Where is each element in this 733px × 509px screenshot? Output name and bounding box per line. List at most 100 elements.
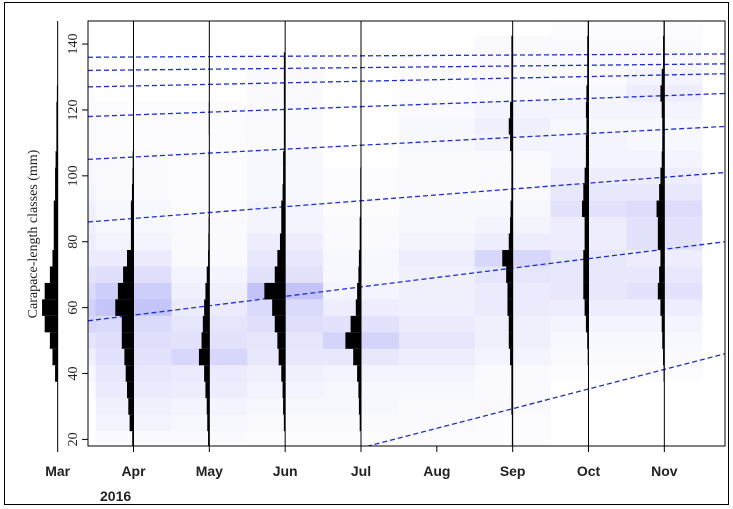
histogram-bar bbox=[357, 282, 361, 300]
histogram-bar bbox=[282, 381, 286, 399]
histogram-bar bbox=[511, 35, 513, 53]
growth-curve bbox=[88, 241, 725, 322]
growth-curve bbox=[88, 171, 725, 223]
x-tick-label: Oct bbox=[577, 463, 601, 479]
heatmap-cell bbox=[88, 348, 96, 366]
heatmap-cell bbox=[398, 217, 475, 234]
histogram-bar bbox=[657, 217, 665, 234]
histogram-bar bbox=[660, 249, 665, 267]
growth-curve bbox=[88, 63, 725, 72]
frequency-histograms bbox=[42, 21, 665, 446]
histogram-bar bbox=[511, 151, 513, 168]
histogram-bar bbox=[274, 266, 286, 283]
histogram-bar bbox=[657, 233, 665, 250]
histogram-bar bbox=[208, 217, 210, 234]
histogram-bar bbox=[583, 266, 589, 283]
heatmap-cell bbox=[88, 365, 96, 382]
heatmap-cell bbox=[398, 151, 475, 168]
histogram-bar bbox=[124, 348, 134, 366]
histogram-bar bbox=[130, 200, 134, 218]
histogram-bar bbox=[661, 315, 665, 333]
histogram-bar bbox=[52, 348, 58, 366]
histogram-bar bbox=[277, 332, 286, 349]
histogram-bar bbox=[506, 266, 513, 283]
histogram-bar bbox=[587, 35, 589, 53]
histogram-bar bbox=[663, 365, 665, 382]
histogram-bar bbox=[510, 348, 513, 366]
histogram-bar bbox=[129, 414, 134, 432]
heatmap-cell bbox=[88, 200, 96, 218]
histogram-bar bbox=[511, 431, 513, 446]
x-tick-label: Apr bbox=[121, 463, 146, 479]
x-tick-label: Nov bbox=[651, 463, 678, 479]
histogram-bar bbox=[121, 315, 134, 333]
histogram-bar bbox=[208, 200, 210, 218]
histogram-bar bbox=[283, 101, 286, 119]
histogram-bar bbox=[660, 85, 665, 102]
histogram-bar bbox=[587, 52, 589, 69]
histogram-bar bbox=[584, 299, 589, 316]
histogram-bar bbox=[584, 217, 589, 234]
heatmap-cell bbox=[399, 69, 475, 85]
histogram-bar bbox=[663, 35, 665, 53]
heatmap-cells bbox=[88, 35, 703, 447]
histogram-bar bbox=[53, 233, 58, 250]
histogram-bar bbox=[510, 217, 513, 234]
histogram-bar bbox=[283, 118, 286, 135]
histogram-bar bbox=[202, 315, 210, 333]
y-tick-label: 120 bbox=[66, 99, 81, 120]
histogram-bar bbox=[281, 365, 286, 382]
histogram-bar bbox=[583, 184, 589, 201]
heatmap-cell bbox=[88, 299, 96, 316]
histogram-bar bbox=[511, 85, 513, 102]
histogram-bar bbox=[345, 332, 361, 349]
histogram-bar bbox=[55, 365, 58, 382]
histogram-bar bbox=[208, 151, 210, 168]
histogram-bar bbox=[56, 134, 58, 152]
histogram-bar bbox=[53, 200, 58, 218]
histogram-bar bbox=[663, 52, 665, 69]
histogram-bar bbox=[208, 101, 210, 119]
heatmap-cell bbox=[88, 233, 96, 250]
heatmap-cell bbox=[398, 398, 475, 415]
y-tick-label: 20 bbox=[66, 432, 81, 446]
histogram-bar bbox=[585, 151, 589, 168]
histogram-bar bbox=[360, 200, 361, 218]
x-tick-label: Sep bbox=[500, 463, 526, 479]
growth-curve bbox=[88, 73, 725, 88]
histogram-bar bbox=[508, 118, 513, 135]
histogram-bar bbox=[115, 299, 134, 316]
histogram-bar bbox=[585, 101, 589, 119]
x-tick-label: Aug bbox=[423, 463, 450, 479]
histogram-bar bbox=[282, 184, 286, 201]
heatmap-cell bbox=[399, 85, 475, 101]
histogram-bar bbox=[283, 167, 286, 185]
heatmap-cell bbox=[399, 431, 475, 447]
y-tick-label: 60 bbox=[66, 301, 81, 315]
histogram-bar bbox=[281, 200, 286, 218]
histogram-bar bbox=[508, 233, 513, 250]
histogram-bar bbox=[660, 299, 665, 316]
histogram-bar bbox=[201, 332, 210, 349]
x-tick-label: Jul bbox=[351, 463, 371, 479]
histogram-bar bbox=[278, 348, 286, 366]
histogram-bar bbox=[585, 134, 589, 152]
histogram-bar bbox=[49, 266, 58, 283]
histogram-bar bbox=[272, 299, 286, 316]
heatmap-cell bbox=[398, 315, 475, 333]
histogram-bar bbox=[661, 68, 665, 86]
histogram-bar bbox=[586, 85, 589, 102]
heatmap-cell bbox=[398, 299, 475, 316]
y-axis-label: Carapace-length classes (mm) bbox=[26, 149, 41, 318]
histogram-bar bbox=[585, 315, 589, 333]
histogram-bar bbox=[208, 233, 210, 250]
histogram-bar bbox=[277, 249, 286, 267]
histogram-bar bbox=[132, 151, 134, 168]
heatmap-cell bbox=[88, 315, 96, 333]
histogram-bar bbox=[274, 315, 286, 333]
histogram-bar bbox=[584, 167, 589, 185]
histogram-bar bbox=[507, 282, 513, 300]
growth-curve bbox=[88, 53, 725, 58]
histogram-bar bbox=[587, 21, 589, 36]
histogram-bar bbox=[283, 85, 286, 102]
